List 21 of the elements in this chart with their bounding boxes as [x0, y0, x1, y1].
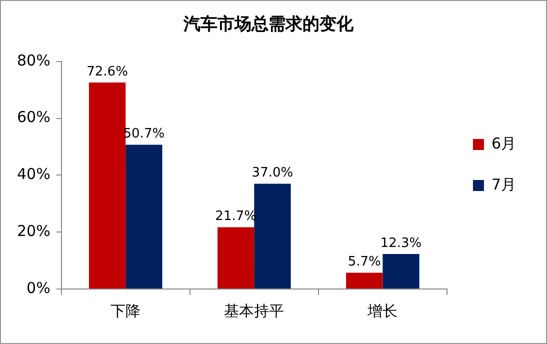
bar	[126, 144, 162, 288]
x-tick-label: 下降	[110, 302, 141, 320]
y-tick-label: 0%	[26, 278, 50, 297]
chart-title: 汽车市场总需求的变化	[182, 14, 354, 35]
y-tick-label: 80%	[16, 51, 50, 70]
data-label: 5.7%	[348, 254, 381, 270]
bar	[382, 254, 420, 288]
x-tick-label: 增长	[366, 302, 398, 320]
bar	[218, 227, 254, 288]
y-tick-label: 40%	[16, 165, 50, 184]
legend-label: 6月	[491, 134, 516, 152]
legend-label: 7月	[491, 175, 516, 194]
data-label: 12.3%	[380, 236, 422, 251]
y-tick-label: 20%	[16, 222, 50, 240]
bar	[346, 272, 383, 288]
data-label: 72.6%	[86, 64, 128, 80]
x-tick-label: 基本持平	[224, 302, 284, 320]
bar	[88, 82, 126, 288]
data-label: 37.0%	[252, 166, 294, 181]
bar	[254, 184, 291, 288]
y-tick-label: 60%	[16, 108, 50, 126]
